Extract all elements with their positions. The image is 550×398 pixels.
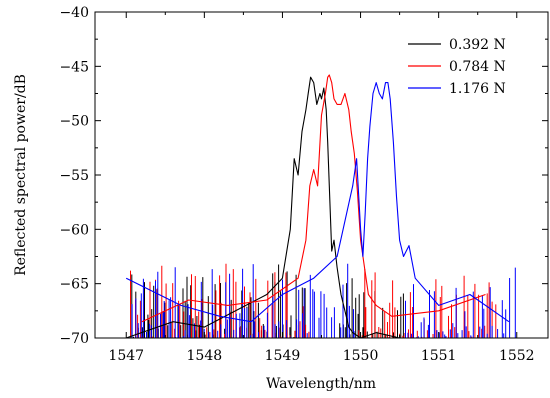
y-tick-label: −55	[59, 168, 89, 184]
x-tick-label: 1548	[187, 348, 223, 364]
x-tick-label: 1552	[499, 348, 535, 364]
ticks-layer: 1547 1548 1549 1550 1551 1552 −40 −45 −50 −55 −60 −…	[59, 5, 548, 364]
series-layer	[125, 74, 510, 339]
series-line-3	[125, 82, 510, 323]
legend: 0.392 N 0.784 N 1.176 N	[408, 37, 506, 97]
series-line-1	[126, 76, 400, 339]
y-tick-label: −40	[59, 5, 89, 21]
x-tick-label: 1549	[265, 348, 301, 364]
y-axis-label: Reflected spectral power/dB	[13, 74, 29, 276]
noise-floor	[131, 263, 516, 338]
x-axis-label: Wavelength/nm	[266, 376, 376, 392]
x-tick-label: 1551	[421, 348, 457, 364]
y-tick-label: −50	[59, 114, 89, 130]
series-line-2	[141, 74, 486, 323]
legend-label: 0.784 N	[449, 59, 506, 75]
y-tick-label: −70	[59, 331, 89, 347]
y-tick-label: −65	[59, 277, 89, 293]
legend-label: 1.176 N	[449, 81, 506, 97]
y-tick-label: −60	[59, 222, 89, 238]
y-tick-label: −45	[59, 59, 89, 75]
legend-label: 0.392 N	[449, 37, 506, 53]
x-tick-label: 1550	[343, 348, 379, 364]
x-tick-label: 1547	[108, 348, 144, 364]
noise-layer	[130, 263, 516, 338]
